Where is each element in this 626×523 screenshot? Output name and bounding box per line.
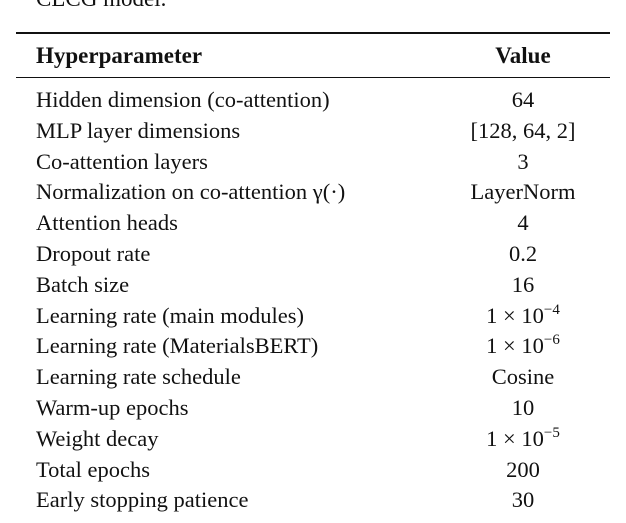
- table-row: Total epochs 200: [0, 455, 626, 485]
- param-cell: Weight decay: [36, 425, 159, 451]
- table-row: Warm-up epochs 10: [0, 393, 626, 423]
- value-text: 200: [506, 456, 540, 482]
- mid-rule: [16, 77, 610, 78]
- value-text: 64: [511, 87, 535, 112]
- table-row: Attention heads 4: [0, 208, 626, 238]
- value-text: 1 × 10: [486, 425, 544, 451]
- param-cell: Learning rate (main modules): [36, 302, 305, 328]
- value-cell: 64: [443, 85, 603, 115]
- value-cell: Cosine: [443, 362, 603, 392]
- top-rule: [16, 32, 610, 34]
- exponent: −5: [543, 424, 560, 441]
- value-text: 4: [517, 210, 529, 236]
- value-cell: 4: [443, 208, 603, 238]
- param-cell: Batch size: [36, 271, 130, 297]
- param-cell: Learning rate (MaterialsBERT): [36, 333, 319, 359]
- header-value: Value: [495, 43, 551, 68]
- param-cell: Total epochs: [36, 456, 151, 482]
- param-cell: Early stopping patience: [36, 487, 249, 513]
- value-cell: 10: [443, 393, 603, 423]
- param-cell: Dropout rate: [36, 241, 151, 266]
- table-row: Weight decay 1 × 10−5: [0, 424, 626, 454]
- value-cell: 200: [443, 455, 603, 485]
- table-row: Batch size 16: [0, 270, 626, 300]
- param-cell: Attention heads: [36, 210, 178, 236]
- value-text: 10: [511, 395, 535, 420]
- value-text: LayerNorm: [470, 179, 576, 205]
- value-cell: 1 × 10−6: [443, 331, 603, 361]
- value-cell: 1 × 10−5: [443, 424, 603, 454]
- table-row: MLP layer dimensions [128, 64, 2]: [0, 116, 626, 146]
- table-row: Hidden dimension (co-attention) 64: [0, 85, 626, 115]
- param-cell: Normalization on co-attention γ(·): [36, 179, 346, 205]
- value-text: Cosine: [491, 364, 555, 390]
- value-text: 1 × 10: [486, 333, 544, 359]
- exponent: −6: [543, 332, 560, 349]
- table-row: Learning rate (MaterialsBERT) 1 × 10−6: [0, 331, 626, 361]
- param-cell: Learning rate schedule: [36, 364, 241, 390]
- param-cell: Warm-up epochs: [36, 395, 189, 420]
- caption-fragment: CLCG model.: [36, 0, 166, 12]
- table-row: Normalization on co-attention γ(·) LayerN…: [0, 177, 626, 207]
- exponent: −4: [543, 301, 560, 318]
- table-row: Dropout rate 0.2: [0, 239, 626, 269]
- value-cell: 1 × 10−4: [443, 301, 603, 331]
- value-cell: 16: [443, 270, 603, 300]
- value-cell: 0.2: [443, 239, 603, 269]
- value-text: [128, 64, 2]: [470, 117, 576, 143]
- table-row: Learning rate (main modules) 1 × 10−4: [0, 301, 626, 331]
- table-row: Co-attention layers 3: [0, 147, 626, 177]
- value-cell: [128, 64, 2]: [443, 116, 603, 146]
- table-row: Early stopping patience 30: [0, 485, 626, 515]
- param-cell: Co-attention layers: [36, 148, 208, 174]
- value-text: 16: [511, 271, 535, 297]
- header-hyperparameter: Hyperparameter: [36, 43, 203, 68]
- value-cell: 30: [443, 485, 603, 515]
- param-cell: Hidden dimension (co-attention): [36, 87, 330, 112]
- table-row: Learning rate schedule Cosine: [0, 362, 626, 392]
- param-cell: MLP layer dimensions: [36, 117, 241, 143]
- value-text: 1 × 10: [486, 302, 544, 328]
- value-text: 30: [511, 487, 535, 513]
- value-text: 0.2: [508, 241, 538, 266]
- value-cell: 3: [443, 147, 603, 177]
- value-text: 3: [517, 148, 529, 174]
- value-cell: LayerNorm: [443, 177, 603, 207]
